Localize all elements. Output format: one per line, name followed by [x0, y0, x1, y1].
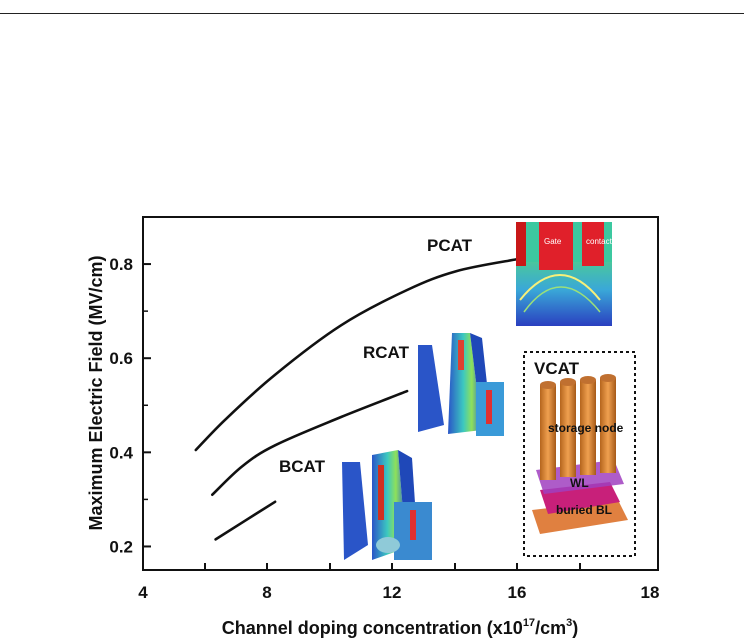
series-line-pcat: [194, 258, 518, 452]
x-tick-label: 12: [383, 583, 402, 602]
y-axis-title: Maximum Electric Field (MV/cm): [86, 255, 106, 530]
y-tick-label: 0.6: [109, 349, 133, 368]
y-tick-label: 0.2: [109, 537, 133, 556]
bcat-curve-label: BCAT: [279, 457, 326, 476]
bcat-inset-image: [342, 450, 432, 560]
x-tick-label: 18: [641, 583, 660, 602]
rcat-inset-image: [418, 333, 504, 436]
y-axis-ticks: 0.2 0.4 0.6 0.8: [109, 255, 151, 556]
buried-bl-label: buried BL: [556, 503, 612, 517]
x-tick-label: 8: [262, 583, 271, 602]
contact-label: contact: [586, 237, 613, 246]
storage-node-label: storage node: [548, 421, 624, 435]
y-tick-label: 0.4: [109, 443, 133, 462]
vcat-title: VCAT: [534, 359, 580, 378]
pcat-inset-image: Gate contact: [516, 222, 613, 326]
wl-label: WL: [570, 476, 589, 490]
x-tick-label: 4: [138, 583, 148, 602]
y-tick-label: 0.8: [109, 255, 133, 274]
rcat-curve-label: RCAT: [363, 343, 410, 362]
series-layer: [194, 258, 518, 541]
series-line-rcat: [211, 389, 409, 496]
pcat-curve-label: PCAT: [427, 236, 473, 255]
x-axis-title: Channel doping concentration (x1017/cm3): [222, 617, 578, 638]
top-rule: [0, 13, 744, 14]
x-tick-label: 16: [508, 583, 527, 602]
plot-frame: [142, 216, 659, 571]
vcat-inset-box: VCAT storage node WL buried BL: [523, 351, 636, 557]
x-axis-ticks: 4 8 12 16 18: [138, 563, 659, 602]
series-line-bcat: [214, 500, 277, 541]
gate-label: Gate: [544, 237, 562, 246]
